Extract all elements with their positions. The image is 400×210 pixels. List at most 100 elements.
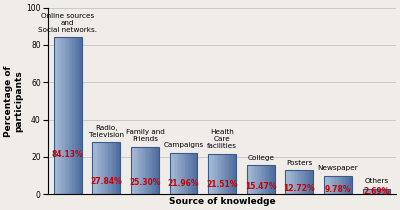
Bar (372, 189, 374, 194)
Bar (385, 189, 386, 194)
Bar (371, 189, 372, 194)
Bar (378, 189, 380, 194)
Text: College: College (247, 155, 274, 161)
Bar (225, 154, 226, 194)
Bar (92, 142, 120, 194)
Bar (132, 147, 134, 194)
Bar (170, 153, 198, 194)
Bar (298, 170, 300, 194)
Bar (210, 154, 211, 194)
Bar (112, 142, 114, 194)
Bar (57, 37, 58, 194)
Text: 25.30%: 25.30% (129, 178, 161, 187)
Bar (388, 189, 389, 194)
Bar (296, 170, 298, 194)
Bar (309, 170, 311, 194)
Bar (230, 154, 232, 194)
Bar (292, 170, 294, 194)
Bar (374, 189, 375, 194)
Bar (138, 147, 140, 194)
Bar (106, 142, 108, 194)
Text: Campaigns: Campaigns (164, 142, 204, 148)
Bar (331, 176, 332, 194)
Bar (78, 37, 79, 194)
Bar (299, 170, 301, 194)
Bar (195, 153, 196, 194)
Bar (152, 147, 154, 194)
Bar (370, 189, 371, 194)
Text: Online sources
and
Social networks.: Online sources and Social networks. (38, 13, 97, 33)
Bar (332, 176, 334, 194)
Bar (196, 153, 198, 194)
Bar (229, 154, 231, 194)
Bar (110, 142, 112, 194)
Bar (184, 153, 185, 194)
Bar (119, 142, 120, 194)
Y-axis label: Percentage of
participants: Percentage of participants (4, 65, 24, 137)
Bar (258, 165, 260, 194)
Text: 12.72%: 12.72% (284, 184, 315, 193)
Bar (252, 165, 254, 194)
Bar (174, 153, 176, 194)
Bar (172, 153, 174, 194)
Bar (367, 189, 368, 194)
Bar (190, 153, 192, 194)
Bar (150, 147, 152, 194)
Bar (70, 37, 72, 194)
Bar (272, 165, 274, 194)
Bar (308, 170, 309, 194)
Bar (248, 165, 250, 194)
Bar (386, 189, 388, 194)
Bar (181, 153, 182, 194)
Bar (222, 154, 224, 194)
Bar (101, 142, 102, 194)
Text: 27.84%: 27.84% (90, 177, 122, 186)
Bar (60, 37, 61, 194)
Bar (273, 165, 275, 194)
Bar (218, 154, 220, 194)
Bar (192, 153, 194, 194)
Bar (54, 37, 82, 194)
Bar (116, 142, 118, 194)
Bar (186, 153, 188, 194)
Bar (142, 147, 144, 194)
Bar (224, 154, 225, 194)
Bar (62, 37, 64, 194)
Bar (72, 37, 74, 194)
Bar (269, 165, 271, 194)
Bar (65, 37, 66, 194)
Bar (175, 153, 177, 194)
Bar (95, 142, 97, 194)
Bar (363, 189, 364, 194)
Bar (141, 147, 142, 194)
Bar (364, 189, 366, 194)
Bar (55, 37, 57, 194)
Text: 15.47%: 15.47% (245, 182, 276, 191)
Bar (379, 189, 381, 194)
Bar (219, 154, 221, 194)
Bar (324, 176, 352, 194)
Bar (389, 189, 391, 194)
Bar (326, 176, 327, 194)
Bar (363, 189, 390, 194)
Text: 21.51%: 21.51% (206, 180, 238, 189)
Bar (368, 189, 370, 194)
Bar (131, 147, 159, 194)
Bar (140, 147, 141, 194)
Bar (212, 154, 214, 194)
Bar (247, 165, 248, 194)
Text: Health
Care
facilities: Health Care facilities (207, 129, 237, 149)
Bar (264, 165, 265, 194)
Bar (251, 165, 253, 194)
Bar (384, 189, 385, 194)
Bar (301, 170, 302, 194)
Bar (134, 147, 136, 194)
Bar (290, 170, 291, 194)
Bar (270, 165, 272, 194)
Bar (233, 154, 235, 194)
Bar (76, 37, 78, 194)
Text: 2.69%: 2.69% (364, 187, 390, 196)
Bar (221, 154, 222, 194)
Bar (262, 165, 264, 194)
Bar (250, 165, 251, 194)
